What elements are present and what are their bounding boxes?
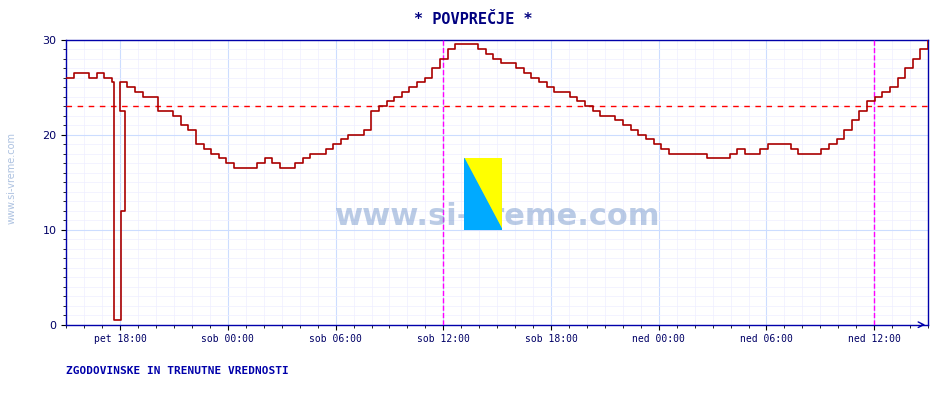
Polygon shape	[464, 158, 502, 230]
Text: * POVPREČJE *: * POVPREČJE *	[414, 12, 533, 27]
Text: www.si-vreme.com: www.si-vreme.com	[334, 202, 660, 231]
Bar	[464, 158, 502, 230]
Text: ZGODOVINSKE IN TRENUTNE VREDNOSTI: ZGODOVINSKE IN TRENUTNE VREDNOSTI	[66, 366, 289, 376]
Bar	[464, 158, 483, 230]
Polygon shape	[464, 158, 502, 230]
Text: www.si-vreme.com: www.si-vreme.com	[7, 132, 16, 224]
